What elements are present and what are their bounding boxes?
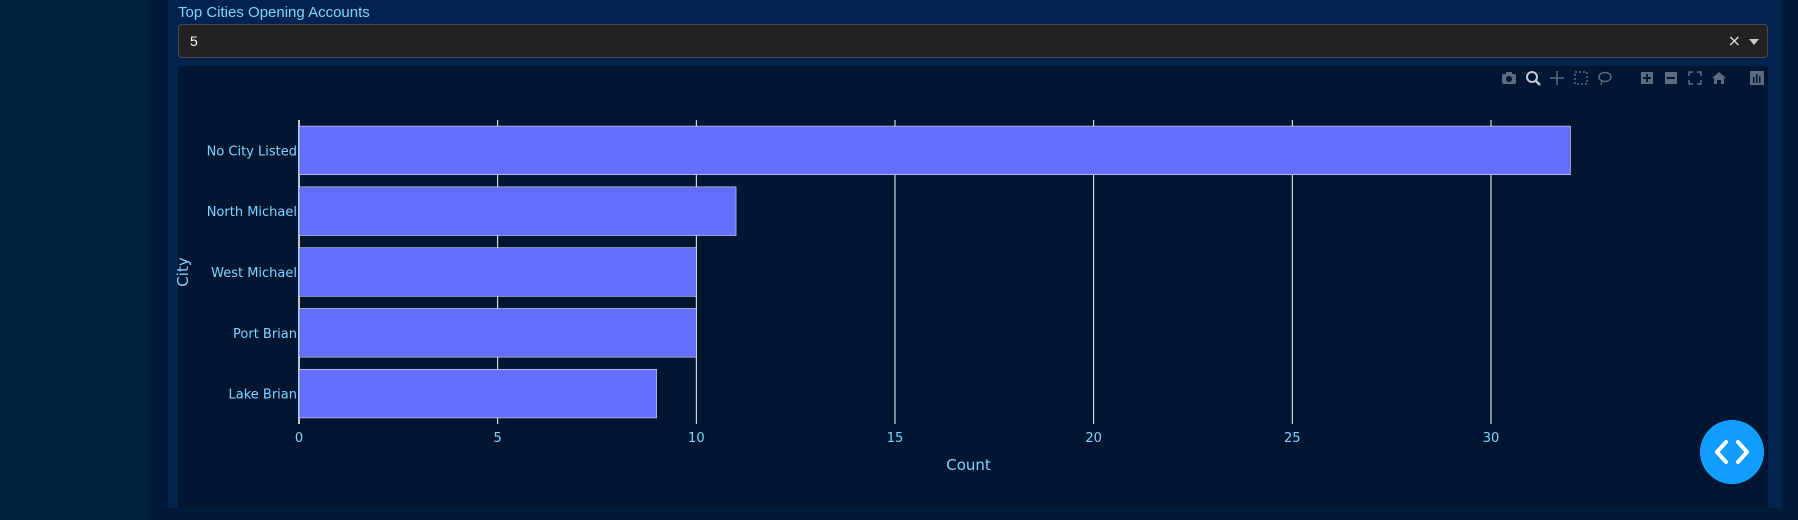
section-label: Top Cities Opening Accounts	[178, 4, 370, 21]
lasso-select-icon[interactable]	[1596, 69, 1614, 87]
x-tick-labels: 0 5 10 15 20 25 30	[295, 431, 1499, 446]
code-toggle-button[interactable]	[1700, 420, 1764, 484]
y-tick-labels: No City Listed North Michael West Michael P…	[207, 144, 297, 402]
autoscale-icon[interactable]	[1686, 69, 1704, 87]
bar[interactable]	[298, 186, 737, 236]
y-tick-label: No City Listed	[207, 144, 297, 159]
y-tick-label: Port Brian	[233, 327, 297, 342]
zoom-in-icon[interactable]	[1638, 69, 1656, 87]
reset-axes-icon[interactable]	[1710, 69, 1728, 87]
bars	[298, 125, 1571, 419]
pan-icon[interactable]	[1548, 69, 1566, 87]
code-brackets-icon	[1715, 440, 1749, 464]
bar[interactable]	[298, 125, 1571, 175]
camera-icon[interactable]	[1500, 69, 1518, 87]
y-axis-title: City	[174, 257, 192, 287]
y-tick-label: Lake Brian	[229, 388, 298, 403]
x-tick-label: 25	[1284, 431, 1301, 446]
left-sidebar	[0, 0, 148, 520]
x-tick-label: 15	[887, 431, 904, 446]
bar[interactable]	[298, 369, 657, 419]
x-tick-label: 0	[295, 431, 303, 446]
box-select-icon[interactable]	[1572, 69, 1590, 87]
zoom-out-icon[interactable]	[1662, 69, 1680, 87]
dropdown-selected-value: 5	[190, 33, 198, 49]
bar[interactable]	[298, 308, 697, 358]
x-tick-label: 10	[688, 431, 705, 446]
plot-modebar	[1500, 68, 1766, 88]
plotly-logo-icon[interactable]	[1748, 69, 1766, 87]
x-tick-label: 5	[494, 431, 502, 446]
y-tick-label: West Michael	[211, 266, 297, 281]
clear-icon[interactable]: ×	[1727, 31, 1741, 50]
x-axis-title: Count	[946, 456, 991, 474]
chevron-down-icon[interactable]	[1749, 39, 1759, 45]
zoom-icon[interactable]	[1524, 69, 1542, 87]
y-tick-label: North Michael	[207, 205, 297, 220]
top-n-dropdown[interactable]: 5 ×	[178, 24, 1768, 58]
x-tick-label: 20	[1085, 431, 1102, 446]
bar[interactable]	[298, 247, 697, 297]
x-tick-label: 30	[1483, 431, 1500, 446]
bottom-strip	[148, 508, 1798, 520]
